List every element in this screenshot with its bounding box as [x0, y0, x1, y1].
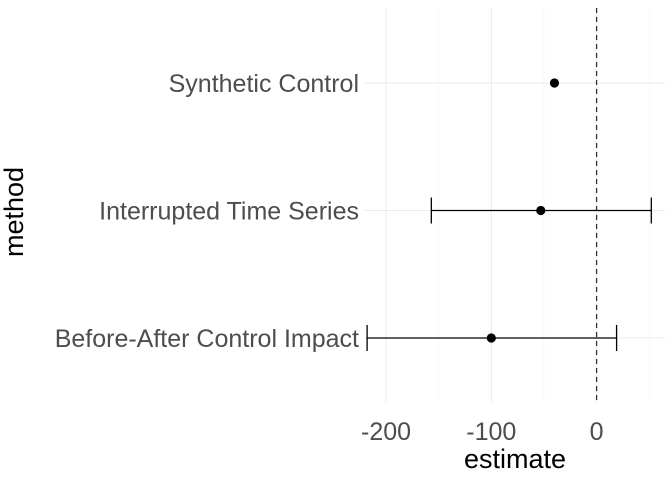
estimate-point [549, 78, 560, 88]
y-tick-labels: Synthetic Control Interrupted Time Series… [55, 70, 359, 353]
x-tick-label: 0 [590, 418, 604, 446]
estimate-point [486, 333, 496, 343]
y-tick-label: Synthetic Control [169, 70, 359, 98]
y-axis-title: method [0, 167, 29, 257]
estimate-point [536, 205, 546, 216]
y-tick-label: Interrupted Time Series [99, 198, 359, 226]
marks-layer [366, 78, 652, 351]
y-tick-label: Before-After Control Impact [55, 325, 359, 353]
x-axis-title: estimate [464, 444, 566, 474]
x-tick-labels: -200 -100 0 [361, 418, 604, 446]
grid-layer [365, 8, 665, 402]
x-tick-label: -100 [466, 418, 516, 446]
x-tick-label: -200 [361, 418, 411, 446]
